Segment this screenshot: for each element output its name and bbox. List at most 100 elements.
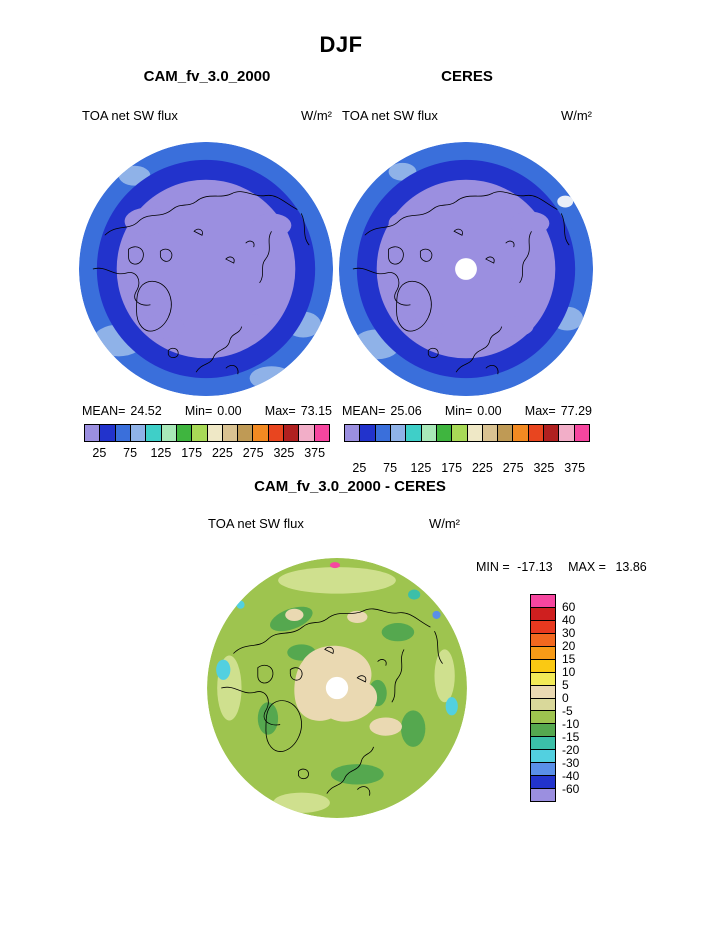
left-field-label: TOA net SW flux bbox=[82, 108, 178, 123]
legend-tick-label: -20 bbox=[562, 743, 580, 757]
left-units-label: W/m² bbox=[300, 108, 332, 123]
colorbar-cell bbox=[253, 425, 269, 441]
min-label: Min= bbox=[444, 404, 473, 418]
colorbar-tick-label: 175 bbox=[181, 446, 203, 460]
page-title: DJF bbox=[319, 32, 363, 57]
legend-tick-label: -5 bbox=[562, 704, 573, 718]
colorbar-cell bbox=[531, 685, 555, 699]
max-label: Max= bbox=[524, 404, 556, 418]
mean-value: 24.52 bbox=[130, 404, 162, 418]
legend-tick-label: 30 bbox=[562, 626, 576, 640]
panel-title-model: CAM_fv_3.0_2000 bbox=[143, 68, 271, 85]
colorbar-tick-label: 375 bbox=[564, 461, 586, 475]
right-units-label: W/m² bbox=[560, 108, 592, 123]
missing-data-hole bbox=[455, 258, 477, 280]
colorbar-cell bbox=[360, 425, 376, 441]
diff-max-value: 13.86 bbox=[615, 560, 647, 574]
diff-legend-ticks: 60 40 30 20 15 10 5 0 -5 -10 -15 -20 -30 -40 -60 bbox=[562, 594, 596, 802]
colorbar-cell bbox=[531, 737, 555, 751]
legend-tick-label: 20 bbox=[562, 639, 576, 653]
mean-label: MEAN= bbox=[82, 404, 126, 418]
obs-polar-map bbox=[338, 141, 594, 397]
right-stats: MEAN= 25.06 Min= 0.00 Max= 77.29 bbox=[342, 404, 592, 418]
colorbar-cell bbox=[467, 425, 483, 441]
colorbar-cell bbox=[314, 425, 329, 441]
colorbar-tick-label: 75 bbox=[383, 461, 398, 475]
colorbar-tick-label: 275 bbox=[502, 461, 524, 475]
coastlines bbox=[92, 191, 310, 375]
colorbar-tick-label: 275 bbox=[242, 446, 264, 460]
colorbar-tick-label: 225 bbox=[211, 446, 233, 460]
colorbar-cell bbox=[559, 425, 575, 441]
colorbar-tick-label: 375 bbox=[304, 446, 326, 460]
colorbar-cell bbox=[531, 698, 555, 712]
diff-legend-colorbar bbox=[530, 594, 556, 802]
colorbar-cell bbox=[207, 425, 223, 441]
colorbar-cell bbox=[130, 425, 147, 441]
min-value: 0.00 bbox=[477, 404, 502, 418]
colorbar-cell bbox=[222, 425, 239, 441]
colorbar-cell bbox=[192, 425, 208, 441]
colorbar-tick-label: 125 bbox=[410, 461, 432, 475]
colorbar-cell bbox=[531, 633, 555, 647]
colorbar-tick-label: 125 bbox=[150, 446, 172, 460]
edge-anomaly-spots bbox=[216, 562, 458, 796]
legend-tick-label: -10 bbox=[562, 717, 580, 731]
colorbar-tick-label: 325 bbox=[273, 446, 295, 460]
colorbar-cell bbox=[574, 425, 589, 441]
colorbar-cell bbox=[531, 789, 555, 801]
colorbar-cell bbox=[531, 763, 555, 777]
legend-tick-label: 0 bbox=[562, 691, 569, 705]
colorbar-cell bbox=[85, 425, 101, 441]
band-0-25 bbox=[116, 179, 296, 359]
colorbar-cell bbox=[531, 711, 555, 725]
colorbar-cell bbox=[299, 425, 315, 441]
min-label: Min= bbox=[184, 404, 213, 418]
right-colorbar-ticks: 25 75 125 175 225 275 325 375 bbox=[344, 461, 590, 476]
max-label: Max= bbox=[264, 404, 296, 418]
diff-min-value: -17.13 bbox=[517, 560, 553, 574]
diff-minmax: MIN = -17.13 MAX = 13.86 bbox=[476, 560, 647, 574]
right-field-label: TOA net SW flux bbox=[342, 108, 438, 123]
colorbar-cell bbox=[513, 425, 529, 441]
colorbar-cell bbox=[436, 425, 453, 441]
diff-units-label: W/m² bbox=[428, 516, 460, 531]
legend-tick-label: 60 bbox=[562, 600, 576, 614]
colorbar-cell bbox=[531, 646, 555, 660]
colorbar-cell bbox=[452, 425, 468, 441]
colorbar-cell bbox=[531, 672, 555, 686]
colorbar-cell bbox=[406, 425, 422, 441]
coastlines bbox=[221, 608, 443, 796]
legend-tick-label: -60 bbox=[562, 782, 580, 796]
legend-tick-label: 10 bbox=[562, 665, 576, 679]
colorbar-cell bbox=[421, 425, 437, 441]
colorbar-cell bbox=[161, 425, 177, 441]
colorbar-cell bbox=[345, 425, 361, 441]
colorbar-cell bbox=[238, 425, 254, 441]
colorbar-tick-label: 325 bbox=[533, 461, 555, 475]
colorbar-cell bbox=[531, 750, 555, 764]
coastlines bbox=[352, 191, 570, 375]
mean-label: MEAN= bbox=[342, 404, 386, 418]
legend-tick-label: 5 bbox=[562, 678, 569, 692]
colorbar-cell bbox=[498, 425, 514, 441]
max-value: 77.29 bbox=[560, 404, 592, 418]
colorbar-cell bbox=[531, 595, 555, 608]
colorbar-cell bbox=[531, 776, 555, 790]
left-colorbar bbox=[84, 424, 330, 442]
diff-polar-map bbox=[207, 558, 467, 818]
diff-max-label: MAX = bbox=[568, 560, 606, 574]
min-value: 0.00 bbox=[217, 404, 242, 418]
colorbar-cell bbox=[528, 425, 545, 441]
colorbar-tick-label: 25 bbox=[92, 446, 107, 460]
colorbar-tick-label: 175 bbox=[441, 461, 463, 475]
legend-tick-label: -40 bbox=[562, 769, 580, 783]
colorbar-cell bbox=[531, 659, 555, 673]
colorbar-cell bbox=[284, 425, 300, 441]
diff-min-label: MIN = bbox=[476, 560, 510, 574]
colorbar-cell bbox=[390, 425, 407, 441]
colorbar-tick-label: 25 bbox=[352, 461, 367, 475]
colorbar-tick-label: 75 bbox=[123, 446, 138, 460]
colorbar-cell bbox=[482, 425, 499, 441]
diff-field-row: TOA net SW flux W/m² bbox=[208, 516, 460, 531]
